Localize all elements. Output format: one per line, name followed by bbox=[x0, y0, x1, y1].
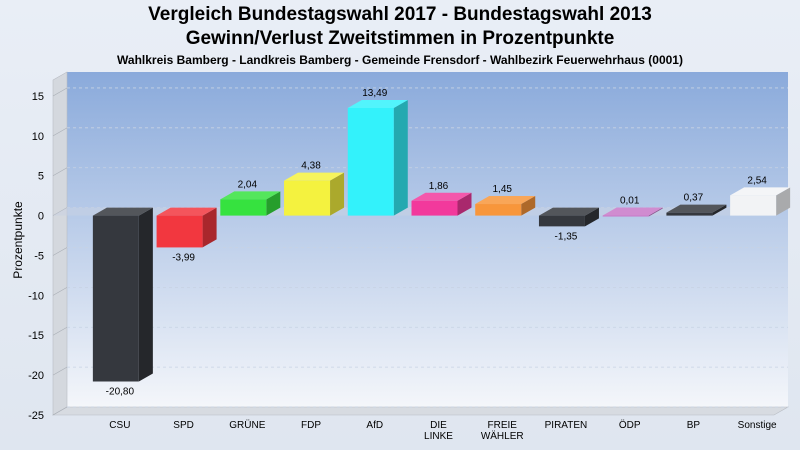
bar-side bbox=[648, 207, 663, 217]
gridline-side bbox=[52, 167, 68, 176]
bar-front bbox=[538, 215, 585, 227]
bar-ödp bbox=[602, 207, 663, 217]
chart-location-subtitle: Wahlkreis Bamberg - Landkreis Bamberg - … bbox=[117, 53, 683, 67]
bar-bp bbox=[666, 204, 727, 216]
x-tick-label: SPD bbox=[173, 420, 194, 431]
bar-top bbox=[475, 196, 536, 205]
bar-front bbox=[284, 180, 331, 216]
y-tick-label: -15 bbox=[28, 330, 44, 342]
bar-grüne bbox=[220, 191, 281, 216]
bar-top bbox=[156, 207, 217, 216]
bar-top bbox=[602, 207, 663, 216]
x-tick-label: DIE bbox=[430, 420, 447, 431]
data-label: -1,35 bbox=[555, 231, 578, 242]
x-tick-label: LINKE bbox=[424, 431, 453, 442]
gridline-side bbox=[52, 406, 68, 416]
x-tick-label: PIRATEN bbox=[545, 420, 588, 431]
y-tick-label: 15 bbox=[32, 91, 44, 103]
gridline-side bbox=[52, 366, 68, 376]
x-tick-label: AfD bbox=[366, 420, 383, 431]
bar-csu bbox=[92, 207, 153, 382]
bar-afd bbox=[347, 99, 408, 216]
data-label: -3,99 bbox=[172, 252, 195, 263]
gridline-side bbox=[52, 127, 68, 137]
data-label: -20,80 bbox=[106, 387, 135, 398]
bar-side bbox=[521, 196, 536, 216]
bar-front bbox=[411, 200, 458, 216]
bar-side bbox=[138, 207, 153, 382]
bars: -20,80 CSU -3,99 SPD 2,04 GRÜNE 4,38 FDP 13,49 Af… bbox=[92, 88, 791, 442]
data-label: 4,38 bbox=[301, 161, 321, 172]
bar-front bbox=[602, 215, 649, 217]
bar-side bbox=[457, 192, 472, 216]
bar-side bbox=[202, 207, 217, 248]
bar-piraten bbox=[538, 207, 599, 227]
bar-top bbox=[347, 99, 408, 108]
data-label: 0,37 bbox=[684, 193, 704, 204]
gridline-side bbox=[52, 326, 68, 336]
data-label: 2,54 bbox=[747, 175, 767, 186]
bar-front bbox=[475, 204, 522, 216]
y-tick-label: -20 bbox=[28, 370, 44, 382]
x-tick-label: GRÜNE bbox=[229, 419, 265, 431]
gridline-side bbox=[52, 247, 68, 256]
chart-title: Vergleich Bundestagswahl 2017 - Bundesta… bbox=[148, 4, 652, 25]
x-tick-label: BP bbox=[687, 420, 701, 431]
x-tick-label: ÖDP bbox=[619, 419, 641, 431]
data-label: 13,49 bbox=[362, 88, 387, 99]
y-axis-title: Prozentpunkte bbox=[11, 201, 25, 279]
bar-top bbox=[538, 207, 599, 216]
y-tick-label: -25 bbox=[28, 410, 44, 422]
y-tick-label: 10 bbox=[32, 131, 44, 143]
bar-side bbox=[776, 187, 791, 216]
x-tick-label: Sonstige bbox=[738, 420, 777, 431]
bar-side bbox=[393, 99, 408, 216]
x-tick-label: CSU bbox=[109, 420, 130, 431]
plot-side-wall bbox=[52, 71, 68, 416]
bar-sonstige bbox=[730, 187, 791, 216]
bar-side bbox=[712, 204, 727, 216]
bar-front bbox=[92, 215, 139, 382]
y-tick-label: -5 bbox=[34, 250, 44, 262]
bar-front bbox=[347, 107, 394, 216]
bar-top bbox=[411, 192, 472, 201]
gridline-side bbox=[52, 87, 68, 97]
bar-freie-wähler bbox=[475, 196, 536, 216]
x-tick-label: WÄHLER bbox=[481, 430, 524, 442]
bar-top bbox=[92, 207, 153, 216]
data-label: 1,86 bbox=[429, 181, 449, 192]
bar-side bbox=[330, 172, 345, 216]
bar-front bbox=[666, 212, 713, 216]
gridline-side bbox=[52, 287, 68, 296]
y-tick-label: -10 bbox=[28, 290, 44, 302]
bar-die-linke bbox=[411, 192, 472, 216]
data-label: 0,01 bbox=[620, 196, 640, 207]
bar-top bbox=[730, 187, 791, 196]
bar-top bbox=[284, 172, 345, 181]
bar-side bbox=[266, 191, 281, 216]
x-tick-label: FREIE bbox=[488, 420, 518, 431]
bar-front bbox=[730, 195, 777, 216]
chart-subtitle: Gewinn/Verlust Zweitstimmen in Prozentpu… bbox=[185, 28, 615, 49]
bar-front bbox=[220, 199, 267, 216]
bar-top bbox=[220, 191, 281, 200]
bar-top bbox=[666, 204, 727, 213]
y-tick-label: 5 bbox=[38, 171, 44, 183]
data-label: 2,04 bbox=[238, 179, 258, 190]
bar-side bbox=[584, 207, 599, 227]
bar-fdp bbox=[284, 172, 345, 216]
plot-floor bbox=[51, 406, 790, 416]
grid-lines: 15 10 5 0 -5 -10 -15 -20 -25 bbox=[28, 87, 788, 422]
y-tick-label: 0 bbox=[38, 211, 44, 223]
bar-spd bbox=[156, 207, 217, 248]
data-label: 1,45 bbox=[492, 184, 512, 195]
bar-front bbox=[156, 215, 203, 248]
x-tick-label: FDP bbox=[301, 420, 321, 431]
